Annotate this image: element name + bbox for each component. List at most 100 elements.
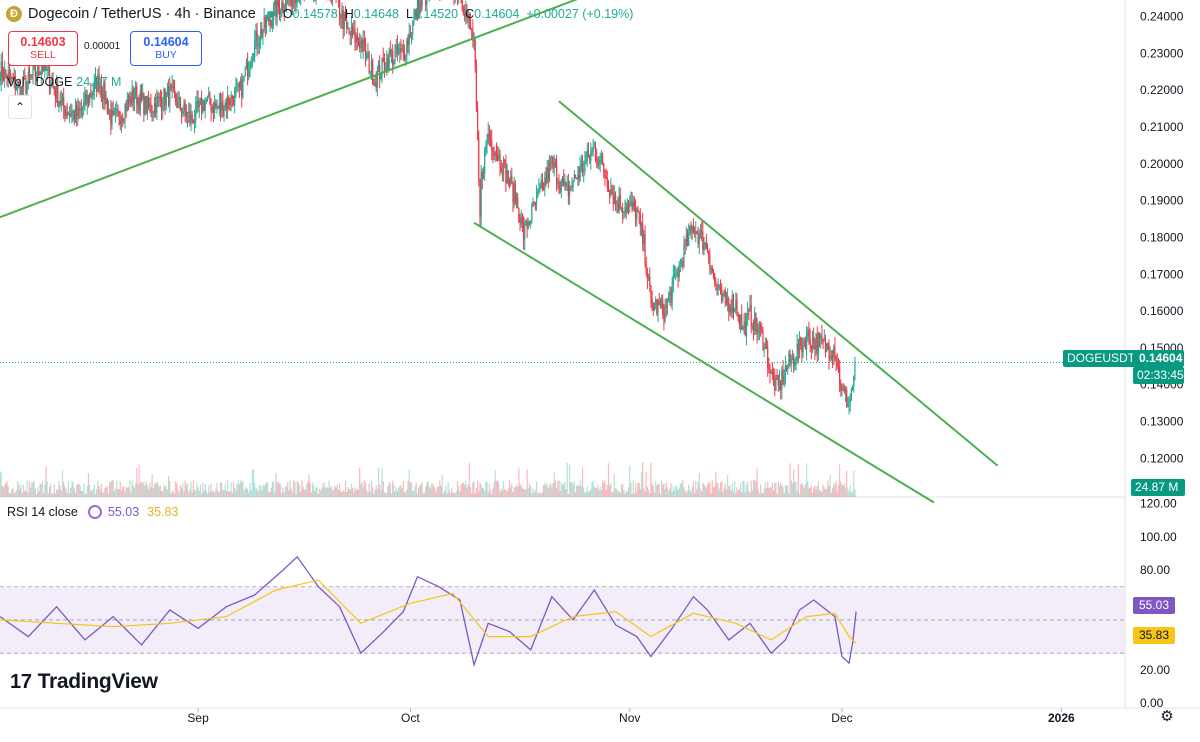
candle-body — [581, 163, 584, 172]
candle-body — [160, 100, 163, 110]
volume-bar — [302, 486, 304, 497]
volume-bar — [179, 485, 182, 497]
candle-body — [475, 67, 478, 108]
volume-bar — [294, 481, 296, 497]
candle-body — [35, 75, 38, 77]
symbol-title[interactable]: Dogecoin / TetherUS · 4h · Binance — [28, 6, 256, 22]
volume-bar — [609, 485, 611, 497]
volume-bar — [658, 484, 660, 497]
gear-icon[interactable]: ⚙ — [1160, 708, 1174, 725]
sell-price: 0.14603 — [20, 35, 66, 49]
candle-body — [28, 72, 31, 77]
rsi-legend-value: 55.03 — [107, 505, 140, 519]
candle-body — [406, 39, 408, 57]
volume-bar — [386, 492, 388, 497]
volume-bar — [761, 493, 763, 497]
candle-body — [605, 176, 607, 179]
candle-body — [261, 29, 263, 37]
candle-body — [775, 375, 777, 391]
volume-bar — [168, 475, 170, 497]
volume-bar — [347, 487, 349, 497]
buy-button[interactable]: 0.14604 BUY — [130, 31, 202, 66]
candle-body — [504, 159, 506, 162]
volume-bar — [205, 490, 207, 497]
candle-body — [270, 20, 272, 27]
volume-bar — [445, 485, 447, 497]
candle-body — [420, 1, 422, 6]
volume-bar — [350, 483, 353, 497]
volume-bar — [112, 480, 114, 497]
volume-bar — [750, 480, 752, 497]
candle-body — [126, 98, 128, 112]
candle-body — [377, 64, 380, 72]
trendlines — [0, 0, 1125, 504]
volume-bar — [708, 482, 710, 497]
volume-bar — [751, 490, 753, 497]
candle-body — [462, 9, 465, 14]
volume-bar — [313, 484, 315, 497]
volume-bar — [685, 492, 687, 497]
volume-bar — [96, 489, 98, 497]
candle-body — [653, 304, 656, 311]
candle-body — [830, 356, 832, 358]
candle-body — [771, 371, 774, 376]
volume-bar — [400, 485, 402, 497]
volume-bar — [568, 464, 571, 497]
candle-body — [493, 153, 495, 156]
candle-body — [533, 201, 535, 204]
volume-bar — [406, 489, 408, 497]
volume-bar — [426, 483, 428, 497]
candle-body — [719, 285, 722, 288]
candle-body — [191, 114, 193, 120]
volume-bar — [522, 488, 525, 497]
volume-bar — [163, 484, 165, 497]
candle-body — [692, 226, 694, 234]
candle-body — [553, 162, 555, 168]
candle-body — [620, 208, 623, 210]
candle-body — [56, 84, 58, 99]
volume-bar — [50, 483, 52, 497]
candle-body — [93, 80, 95, 92]
volume-bar — [527, 488, 529, 497]
volume-bar — [120, 490, 123, 497]
volume-bar — [781, 484, 783, 497]
volume-bar — [372, 487, 374, 497]
volume-bar — [252, 468, 255, 497]
candle-body — [426, 0, 428, 6]
candle-body — [257, 44, 259, 46]
candle-body — [380, 76, 382, 80]
candle-body — [48, 68, 51, 89]
volume-bar — [466, 487, 468, 497]
volume-bar — [170, 493, 172, 497]
volume-bar — [703, 484, 705, 497]
rsi-legend[interactable]: RSI 14 close 55.03 35.83 — [7, 505, 178, 519]
sell-button[interactable]: 0.14603 SELL — [8, 31, 78, 66]
volume-bar — [776, 493, 778, 497]
candle-body — [594, 147, 597, 160]
volume-bar — [144, 486, 146, 497]
volume-bar — [487, 491, 489, 497]
volume-bar — [13, 493, 15, 497]
volume-bar — [475, 487, 478, 497]
volume-bar — [693, 493, 696, 497]
volume-bar — [714, 486, 716, 497]
candle-body — [826, 343, 828, 352]
candle-body — [219, 102, 222, 111]
tradingview-logo[interactable]: 17 TradingView — [10, 670, 158, 694]
candle-body — [138, 97, 140, 110]
volume-bar — [40, 484, 42, 497]
volume-bar — [32, 482, 34, 497]
volume-bar — [192, 480, 194, 497]
candle-body — [751, 326, 753, 328]
price-tick-label: 0.19000 — [1140, 194, 1184, 208]
chevron-up-icon[interactable]: ⌃ — [8, 95, 32, 119]
candle-body — [803, 340, 805, 343]
volume-legend[interactable]: Vol · DOGE 24.87 M — [7, 75, 121, 89]
volume-bar — [78, 483, 80, 497]
volume-bar — [379, 484, 381, 497]
volume-bar — [482, 487, 485, 497]
volume-bar — [758, 492, 761, 497]
candle-body — [264, 16, 266, 28]
candle-body — [704, 242, 706, 248]
